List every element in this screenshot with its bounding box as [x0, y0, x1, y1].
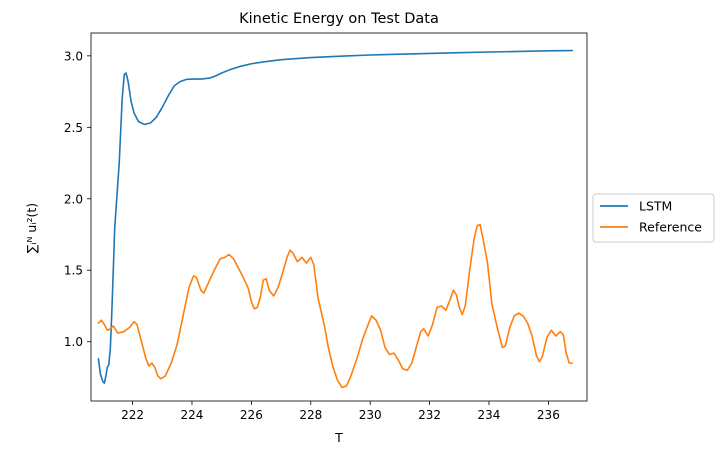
y-tick-label: 2.5 — [64, 121, 83, 135]
x-axis: 222 224 226 228 230 232 234 236 — [121, 401, 560, 422]
y-axis: 1.0 1.5 2.0 2.5 3.0 — [64, 49, 91, 349]
series-layer — [97, 49, 573, 389]
legend: LSTM Reference — [592, 193, 715, 243]
x-tick-label: 230 — [359, 408, 382, 422]
x-tick-label: 228 — [299, 408, 322, 422]
plot-frame — [90, 32, 588, 402]
series-line-reference — [97, 223, 573, 389]
y-tick-label: 2.0 — [64, 192, 83, 206]
y-tick-label: 1.0 — [64, 335, 83, 349]
y-tick-label: 3.0 — [64, 49, 83, 63]
x-tick-label: 234 — [478, 408, 501, 422]
series-line-lstm — [97, 49, 573, 384]
y-tick-label: 1.5 — [64, 264, 83, 278]
x-axis-label: T — [334, 430, 343, 445]
x-tick-label: 222 — [121, 408, 144, 422]
x-tick-label: 224 — [181, 408, 204, 422]
x-tick-label: 226 — [240, 408, 263, 422]
chart-title: Kinetic Energy on Test Data — [239, 11, 439, 27]
x-tick-label: 236 — [537, 408, 560, 422]
legend-reference-label: Reference — [639, 220, 702, 235]
y-axis-label: ∑ᵢᴺ uᵢ²(t) — [24, 203, 39, 253]
legend-lstm-label: LSTM — [639, 199, 672, 214]
x-tick-label: 232 — [418, 408, 441, 422]
